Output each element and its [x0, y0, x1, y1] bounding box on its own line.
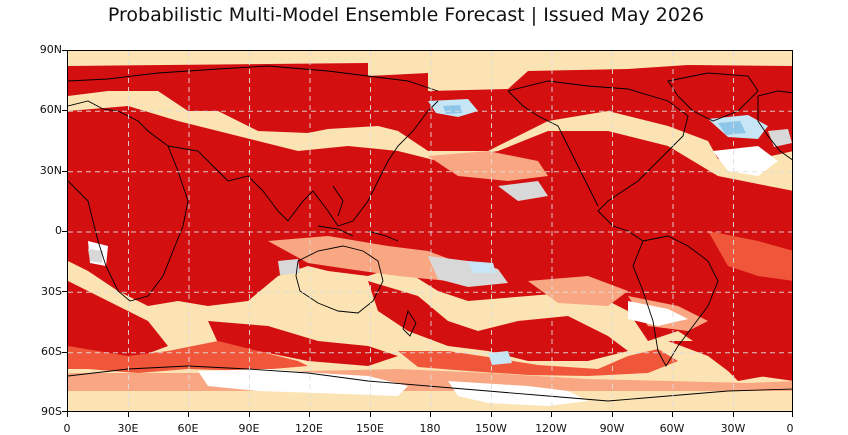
map-canvas: [68, 51, 792, 411]
lon-tick: [370, 412, 371, 417]
lat-tick: [62, 50, 67, 51]
coastlines: [68, 65, 792, 402]
lat-label-30s: 30S: [41, 285, 62, 298]
lat-tick: [62, 171, 67, 172]
forecast-map: [67, 50, 793, 412]
lat-label-30n: 30N: [39, 164, 62, 177]
lon-tick: [309, 412, 310, 417]
probability-field-moderate-warm: [68, 231, 792, 376]
lon-tick: [672, 412, 673, 417]
lat-tick: [62, 291, 67, 292]
lon-tick: [792, 412, 793, 417]
lon-tick: [551, 412, 552, 417]
lat-label-60s: 60S: [41, 345, 62, 358]
lon-tick: [188, 412, 189, 417]
lon-tick: [249, 412, 250, 417]
lat-label-90s: 90S: [41, 405, 62, 418]
lon-tick: [612, 412, 613, 417]
lat-tick: [62, 352, 67, 353]
lon-tick: [491, 412, 492, 417]
lon-tick: [430, 412, 431, 417]
graticule: [68, 51, 792, 411]
lon-tick: [733, 412, 734, 417]
probability-field-near-normal: [88, 129, 792, 287]
lat-tick: [62, 231, 67, 232]
lon-tick: [67, 412, 68, 417]
lat-tick: [62, 411, 67, 412]
map-title: Probabilistic Multi-Model Ensemble Forec…: [107, 4, 705, 26]
lat-label-equator: 0: [55, 224, 62, 237]
lon-tick: [128, 412, 129, 417]
lat-tick: [62, 110, 67, 111]
lat-label-90n: 90N: [39, 43, 62, 56]
lat-label-60n: 60N: [39, 103, 62, 116]
